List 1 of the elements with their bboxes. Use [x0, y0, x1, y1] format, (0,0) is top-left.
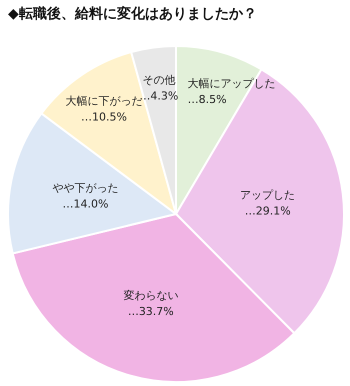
title: ◆転職後、給料に変化はありましたか？: [8, 6, 257, 22]
